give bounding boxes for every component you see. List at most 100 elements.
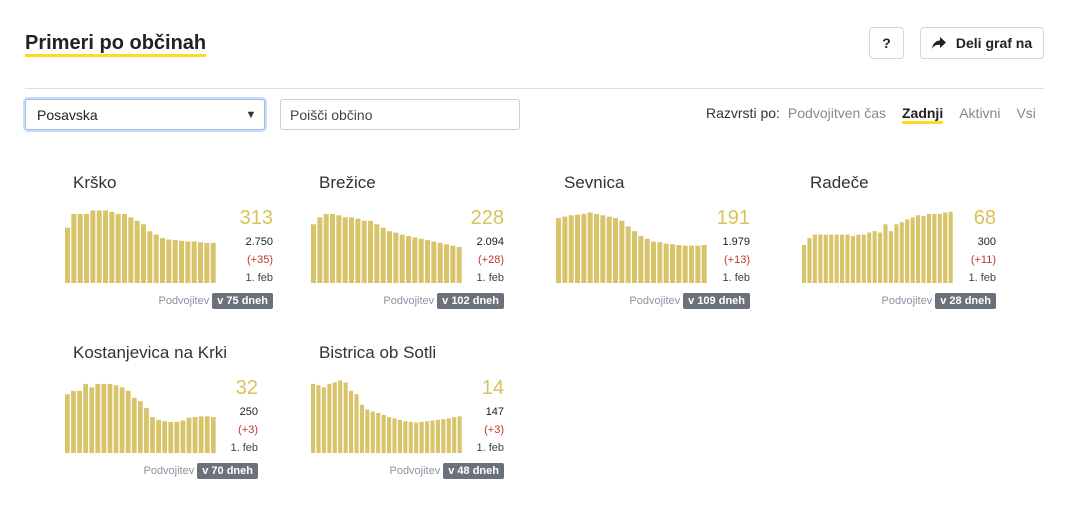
share-arrow-icon (931, 37, 946, 49)
chart-bar (861, 234, 866, 283)
chart-bar (425, 240, 431, 283)
chart-bar (457, 416, 462, 453)
chart-bar (888, 231, 893, 283)
municipality-card[interactable]: Krško 313 2.750 (+35) 1. feb Podvojitev v… (65, 173, 273, 333)
chart-bar (456, 247, 462, 283)
chart-bar (856, 234, 861, 283)
chart-bar (186, 417, 192, 453)
divider (25, 88, 1044, 89)
chart-bar (89, 387, 95, 453)
chart-bar (198, 242, 204, 283)
chart-bar (406, 236, 412, 283)
chart-bar (850, 236, 855, 283)
doubling-badge: v 102 dneh (437, 293, 504, 309)
chart-bar (380, 227, 386, 283)
chart-bar (349, 390, 354, 453)
chart-bar (327, 383, 332, 453)
chart-bar (323, 213, 329, 283)
chart-bar (431, 241, 437, 283)
chart-bar (682, 245, 688, 283)
total-value: 250 (239, 406, 258, 418)
chart-bar (625, 226, 631, 283)
municipality-bar-chart (556, 212, 707, 283)
delta-value: (+28) (478, 254, 504, 266)
chart-bar (926, 213, 931, 283)
delta-value: (+35) (247, 254, 273, 266)
sort-option-all[interactable]: Vsi (1016, 105, 1036, 121)
municipality-name: Brežice (319, 173, 376, 192)
chart-bar (446, 418, 451, 453)
chart-bar (311, 383, 316, 453)
chart-bar (840, 234, 845, 283)
municipality-card[interactable]: Bistrica ob Sotli 14 147 (+3) 1. feb Pod… (311, 343, 504, 503)
chart-bar (192, 417, 198, 453)
chart-bar (128, 217, 134, 283)
chart-bar (425, 421, 430, 453)
date-label: 1. feb (722, 272, 750, 284)
chart-bar (131, 397, 137, 453)
chart-bar (137, 401, 143, 453)
municipality-name: Kostanjevica na Krki (73, 343, 228, 362)
chart-bar (387, 231, 393, 283)
chart-bar (845, 234, 850, 283)
chart-bar (77, 390, 82, 453)
municipality-search-input[interactable]: Poišči občino (280, 99, 520, 130)
chart-bar (644, 238, 650, 283)
sort-option-latest[interactable]: Zadnji (901, 105, 944, 124)
chart-bar (568, 215, 574, 283)
latest-value: 14 (481, 377, 504, 399)
chart-bar (180, 420, 186, 453)
municipality-bar-chart (802, 211, 953, 283)
chevron-down-icon: ▼ (245, 108, 257, 121)
delta-value: (+3) (238, 424, 258, 436)
chart-bar (191, 241, 197, 283)
chart-bar (141, 224, 147, 283)
chart-bar (403, 421, 408, 453)
chart-bar (419, 421, 424, 453)
chart-bar (147, 231, 153, 283)
chart-bar (77, 213, 83, 283)
chart-bar (638, 236, 644, 283)
chart-bar (109, 211, 115, 283)
chart-bar (387, 417, 392, 453)
share-button-label: Deli graf na (955, 35, 1033, 51)
chart-bar (210, 242, 216, 283)
chart-bar (613, 218, 619, 283)
doubling-badge: v 109 dneh (683, 293, 750, 309)
chart-bar (910, 217, 915, 283)
chart-bar (562, 216, 568, 283)
chart-bar (144, 408, 149, 453)
chart-bar (321, 387, 326, 453)
chart-bar (96, 210, 102, 283)
municipality-card[interactable]: Sevnica 191 1.979 (+13) 1. feb Podvojite… (556, 173, 750, 333)
chart-bar (122, 213, 128, 283)
chart-bar (556, 218, 562, 283)
chart-bar (84, 213, 90, 283)
sort-option-doubling-time[interactable]: Podvojitven čas (787, 105, 886, 121)
sort-option-active[interactable]: Aktivni (959, 105, 1001, 121)
total-value: 1.979 (722, 236, 750, 248)
chart-bar (594, 213, 600, 283)
chart-bar (204, 416, 210, 453)
chart-bar (921, 215, 926, 283)
municipality-bar-chart (65, 210, 216, 283)
chart-bar (65, 394, 70, 453)
share-button[interactable]: Deli graf na (920, 27, 1044, 59)
chart-bar (663, 243, 669, 283)
municipality-card[interactable]: Kostanjevica na Krki 32 250 (+3) 1. feb … (65, 343, 258, 503)
chart-bar (332, 382, 337, 453)
chart-bar (119, 387, 125, 453)
chart-bar (83, 383, 89, 453)
help-button[interactable]: ? (869, 27, 904, 59)
search-placeholder: Poišči občino (290, 106, 373, 123)
chart-bar (342, 217, 348, 283)
municipality-name: Krško (73, 173, 117, 192)
chart-bar (162, 421, 168, 453)
municipality-card[interactable]: Brežice 228 2.094 (+28) 1. feb Podvojite… (311, 173, 504, 333)
date-label: 1. feb (245, 272, 273, 284)
chart-bar (95, 383, 101, 453)
latest-value: 313 (239, 207, 273, 229)
chart-bar (376, 412, 381, 453)
region-select[interactable]: Posavska ▼ (25, 99, 265, 130)
municipality-card[interactable]: Radeče 68 300 (+11) 1. feb Podvojitev v 2… (802, 173, 996, 333)
